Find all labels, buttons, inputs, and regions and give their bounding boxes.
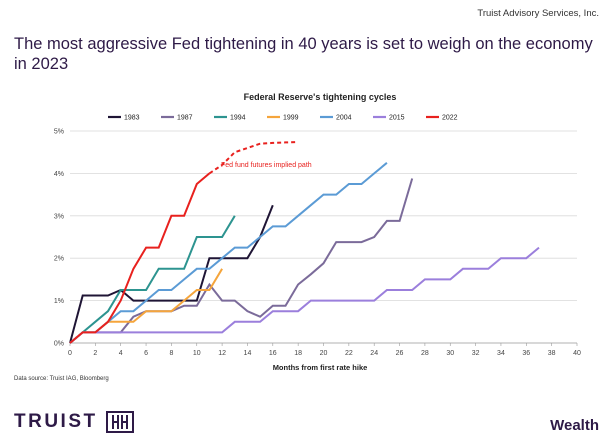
futures-annotation: Fed fund futures implied path — [221, 162, 312, 169]
legend-label: 1994 — [230, 115, 246, 122]
x-axis-label: Months from first rate hike — [273, 363, 368, 372]
x-tick-label: 2 — [93, 350, 97, 357]
x-tick-label: 8 — [169, 350, 173, 357]
data-source-note: Data source: Truist IAG, Bloomberg — [14, 376, 109, 382]
x-tick-label: 40 — [573, 350, 581, 357]
x-tick-label: 36 — [522, 350, 530, 357]
chart-series — [69, 141, 540, 344]
legend-label: 2015 — [389, 115, 405, 122]
legend-label: 1999 — [283, 115, 299, 122]
legend-label: 2022 — [442, 115, 458, 122]
wealth-label: Wealth — [550, 417, 599, 434]
x-tick-label: 10 — [193, 350, 201, 357]
x-tick-label: 20 — [320, 350, 328, 357]
series-line-2022 — [69, 172, 211, 344]
x-tick-label: 26 — [396, 350, 404, 357]
brand-name: TRUIST — [14, 411, 98, 432]
chart-title: Federal Reserve's tightening cycles — [244, 92, 397, 102]
y-tick-label: 2% — [54, 256, 64, 263]
legend-label: 2004 — [336, 115, 352, 122]
series-line-1994 — [69, 215, 236, 344]
x-tick-label: 0 — [68, 350, 72, 357]
series-line-2015 — [69, 246, 540, 344]
y-tick-label: 4% — [54, 171, 64, 178]
chart-gridlines — [70, 130, 577, 302]
x-tick-label: 32 — [472, 350, 480, 357]
x-tick-label: 4 — [119, 350, 123, 357]
y-tick-label: 0% — [54, 341, 64, 348]
x-tick-label: 18 — [294, 350, 302, 357]
y-tick-label: 1% — [54, 298, 64, 305]
x-tick-label: 38 — [548, 350, 556, 357]
x-tick-label: 28 — [421, 350, 429, 357]
y-tick-label: 5% — [54, 129, 64, 136]
series-line-2004 — [69, 162, 388, 344]
y-tick-label: 3% — [54, 213, 64, 220]
chart-legend: 1983 1987 1994 1999 2004 2015 2022 — [108, 115, 458, 122]
legend-label: 1983 — [124, 115, 140, 122]
x-tick-label: 34 — [497, 350, 505, 357]
x-tick-label: 30 — [446, 350, 454, 357]
truist-mark-icon — [105, 411, 134, 433]
x-tick-label: 12 — [218, 350, 226, 357]
page-headline: The most aggressive Fed tightening in 40… — [14, 35, 593, 73]
x-tick-label: 14 — [244, 350, 252, 357]
x-tick-label: 24 — [370, 350, 378, 357]
x-tick-label: 16 — [269, 350, 277, 357]
series-line-1987 — [69, 178, 414, 344]
x-tick-label: 22 — [345, 350, 353, 357]
chart-axes: 0%1%2%3%4%5%0 2 4 6 8 10 12 14 16 18 20 22 24 26 28 30 3… — [54, 129, 581, 358]
legend-label: 1987 — [177, 115, 193, 122]
truist-logo: TRUIST — [14, 411, 134, 433]
x-tick-label: 6 — [144, 350, 148, 357]
series-line-1983 — [69, 204, 274, 344]
header-source: Truist Advisory Services, Inc. — [477, 8, 599, 19]
